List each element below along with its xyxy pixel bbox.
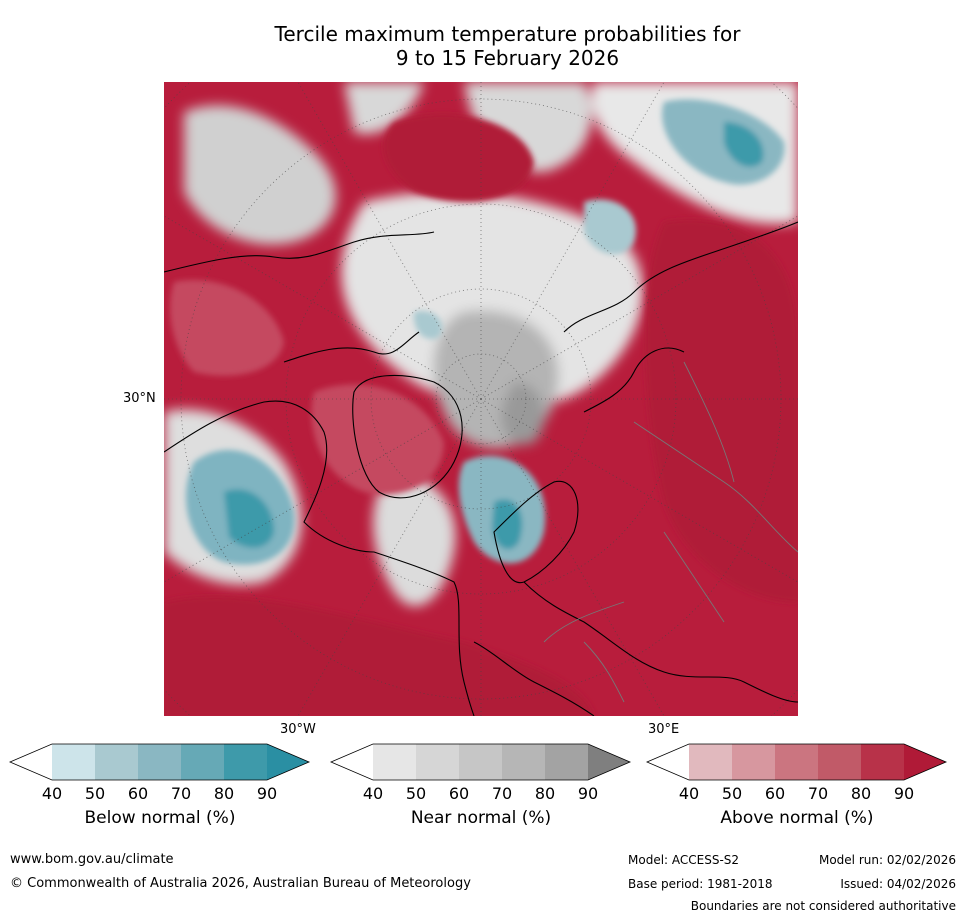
colorbar-segment (861, 744, 904, 780)
alaska-coastline (164, 231, 435, 273)
colorbar-tick: 90 (256, 784, 278, 803)
europe-coastline (493, 480, 579, 584)
colorbar-below-normal: 40 50 60 70 80 90 Below normal (%) (8, 743, 311, 844)
border-line (663, 531, 725, 623)
probability-map (164, 82, 798, 716)
border-line (633, 421, 798, 553)
colorbar-near-normal: 40 50 60 70 80 90 Near normal (%) (329, 743, 632, 844)
below-normal-region (584, 199, 636, 255)
colorbar-tick: 50 (721, 784, 743, 803)
colorbar-segment (502, 744, 545, 780)
colorbar-segment (416, 744, 459, 780)
graticule (164, 82, 798, 716)
map-title: Tercile maximum temperature probabilitie… (0, 22, 965, 70)
colorbar-tick: 40 (41, 784, 63, 803)
title-line-1: Tercile maximum temperature probabilitie… (274, 22, 741, 46)
colorbar-segment (588, 744, 630, 780)
colorbar-tick: 60 (127, 784, 149, 803)
colorbar-segment (818, 744, 861, 780)
colorbar-segment (904, 744, 946, 780)
colorbar-segment (459, 744, 502, 780)
base-period: Base period: 1981-2018 (628, 877, 773, 891)
near-normal-region (341, 192, 643, 409)
greenland-coastline (352, 374, 463, 499)
boundaries-disclaimer: Boundaries are not considered authoritat… (690, 899, 956, 913)
colorbar-segment (373, 744, 416, 780)
colorbar-tick: 40 (678, 784, 700, 803)
country-borders (543, 361, 798, 703)
latitude-label: 30°N (123, 391, 156, 406)
above-normal-region (170, 280, 284, 376)
colorbar-segment (331, 744, 373, 780)
longitude-label-east: 30°E (648, 722, 680, 737)
colorbar-segment (689, 744, 732, 780)
colorbar-tick: 80 (534, 784, 556, 803)
title-line-2: 9 to 15 February 2026 (395, 46, 620, 70)
colorbar-above-normal: 40 50 60 70 80 90 Above normal (%) (645, 743, 948, 844)
colorbar-label: Below normal (%) (84, 808, 236, 828)
colorbar-tick: 70 (807, 784, 829, 803)
colorbar-segment (732, 744, 775, 780)
colorbar-segment (181, 744, 224, 780)
north-america-coastline (283, 331, 420, 363)
website-link[interactable]: www.bom.gov.au/climate (10, 852, 174, 867)
coastlines (164, 221, 798, 716)
colorbar-label: Near normal (%) (410, 808, 552, 828)
above-normal-region (164, 596, 594, 716)
model-name: Model: ACCESS-S2 (628, 853, 740, 867)
colorbar-segment (267, 744, 309, 780)
colorbar-segment (52, 744, 95, 780)
colorbar-tick: 50 (405, 784, 427, 803)
near-normal-region (184, 105, 336, 245)
asia-coastline (563, 221, 798, 333)
colorbar-outline (645, 743, 948, 781)
model-run-date: Model run: 02/02/2026 (818, 853, 956, 867)
near-normal-region (344, 82, 424, 134)
colorbar-tick: 90 (893, 784, 915, 803)
colorbar-segment (775, 744, 818, 780)
colorbar-tick: 70 (170, 784, 192, 803)
colorbar-segment (545, 744, 588, 780)
colorbar-tick: 90 (577, 784, 599, 803)
below-normal-region (413, 311, 443, 340)
asia-coastline (583, 347, 685, 413)
europe-coastline (523, 581, 798, 703)
colorbar-segment (647, 744, 689, 780)
europe-coastline (473, 641, 595, 716)
colorbar-outline (8, 743, 311, 781)
colorbar-tick: 50 (84, 784, 106, 803)
latitude-circle (285, 203, 677, 595)
colorbar-tick: 70 (491, 784, 513, 803)
above-normal-region (383, 114, 534, 202)
issued-date: Issued: 04/02/2026 (840, 877, 956, 891)
colorbar-tick: 80 (213, 784, 235, 803)
colorbar-segment (95, 744, 138, 780)
colorbar-segment (224, 744, 267, 780)
latitude-circle (370, 288, 592, 510)
colorbar-outline (329, 743, 632, 781)
colorbar-tick: 60 (448, 784, 470, 803)
colorbar-tick: 40 (362, 784, 384, 803)
border-line (543, 601, 625, 643)
border-line (583, 641, 625, 703)
colorbar-tick: 60 (764, 784, 786, 803)
colorbar-segment (10, 744, 52, 780)
colorbar-segment (138, 744, 181, 780)
above-normal-region (311, 384, 444, 495)
border-line (683, 361, 735, 483)
above-normal-region (645, 219, 798, 602)
colorbar-tick: 80 (850, 784, 872, 803)
below-normal-region (224, 489, 274, 548)
copyright-text: © Commonwealth of Australia 2026, Austra… (10, 876, 471, 891)
longitude-label-west: 30°W (280, 722, 316, 737)
below-normal-region (724, 122, 764, 167)
colorbar-label: Above normal (%) (720, 808, 874, 828)
north-america-coastline (164, 400, 475, 716)
